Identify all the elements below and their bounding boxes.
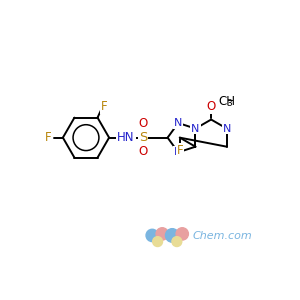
Text: N: N bbox=[174, 147, 182, 157]
Text: F: F bbox=[101, 100, 108, 113]
Text: N: N bbox=[191, 124, 200, 134]
Circle shape bbox=[153, 237, 163, 247]
Circle shape bbox=[166, 229, 179, 242]
Text: N: N bbox=[223, 124, 231, 134]
Text: F: F bbox=[45, 131, 52, 144]
Text: O: O bbox=[138, 145, 148, 158]
Circle shape bbox=[176, 228, 188, 240]
Text: CH: CH bbox=[219, 94, 236, 108]
Text: F: F bbox=[176, 144, 183, 157]
Circle shape bbox=[146, 229, 158, 242]
Circle shape bbox=[172, 237, 182, 247]
Text: S: S bbox=[139, 131, 147, 144]
Text: 3: 3 bbox=[226, 99, 232, 108]
Text: HN: HN bbox=[117, 131, 135, 144]
Text: O: O bbox=[206, 100, 216, 113]
Text: Chem.com: Chem.com bbox=[192, 231, 252, 241]
Text: O: O bbox=[138, 117, 148, 130]
Circle shape bbox=[156, 228, 168, 240]
Text: N: N bbox=[174, 118, 182, 128]
